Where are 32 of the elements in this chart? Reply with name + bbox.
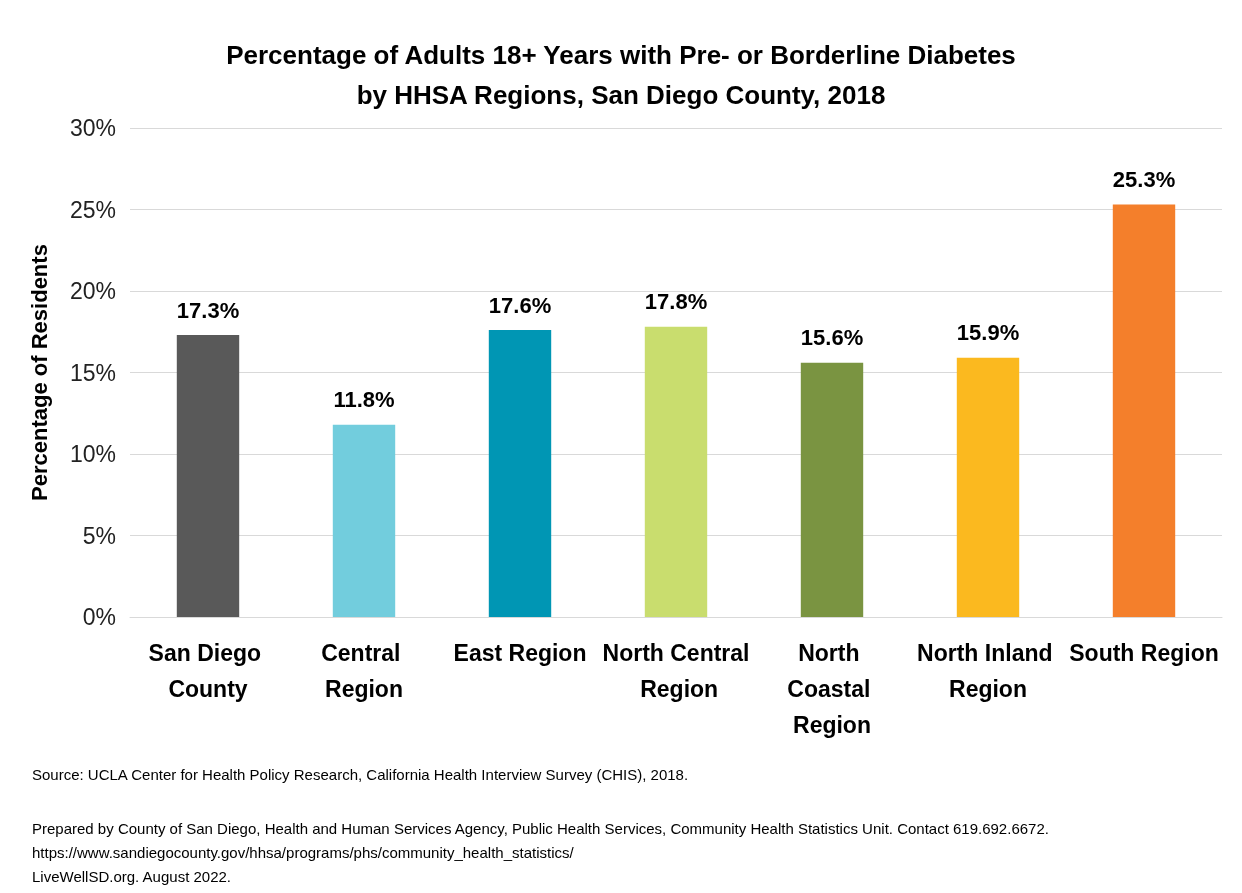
- x-tick-label: Central Region: [321, 640, 407, 702]
- y-axis-title: Percentage of Residents: [26, 244, 52, 501]
- data-label: 17.3%: [176, 297, 240, 323]
- bar: [176, 335, 240, 617]
- chart-title: Percentage of Adults 18+ Years with Pre- or Borderline Diabetes by HHSA Regions, San Diego County, 2018: [226, 40, 1016, 110]
- data-label: 17.8%: [644, 289, 708, 315]
- data-label: 25.3%: [1112, 167, 1176, 193]
- y-tick-label: 0%: [82, 604, 116, 630]
- x-tick-label: North Central Region: [602, 640, 750, 702]
- bar: [800, 362, 864, 617]
- y-tick-label: 5%: [82, 522, 116, 549]
- y-tick-label: 15%: [69, 359, 116, 386]
- y-tick-label: 10%: [69, 441, 116, 467]
- x-tick-label: East Region: [453, 640, 587, 666]
- y-tick-label: 30%: [69, 115, 116, 141]
- bar: [488, 330, 552, 617]
- x-tick-label: San Diego County: [148, 640, 268, 702]
- source-note: Source: UCLA Center for Health Policy Research, California Health Interview Survey (CHIS), 2018.: [32, 765, 689, 783]
- x-tick-label: North Coastal Region: [787, 640, 877, 738]
- data-label: 17.6%: [488, 292, 552, 318]
- x-tick-label: South Region: [1069, 640, 1219, 666]
- x-tick-label: North Inland Region: [917, 640, 1059, 702]
- bar: [332, 424, 396, 617]
- data-label: 11.8%: [333, 387, 395, 413]
- data-label: 15.6%: [800, 325, 864, 351]
- bar: [956, 357, 1020, 617]
- y-tick-label: 20%: [69, 278, 116, 304]
- bar: [1112, 204, 1176, 617]
- bar: [644, 326, 708, 617]
- text: Prepared by County of San Diego, Health and Human Services Agency, Public Health Services, Community Health Statistics Unit. Contact 619.692.6672. https://www.sandiegocounty.gov/hhsa/programs/phs/community_health_statistics/ LiveWellSD.org. August 2022.: [32, 819, 1049, 885]
- y-tick-label: 25%: [69, 196, 116, 223]
- data-label: 15.9%: [956, 320, 1020, 346]
